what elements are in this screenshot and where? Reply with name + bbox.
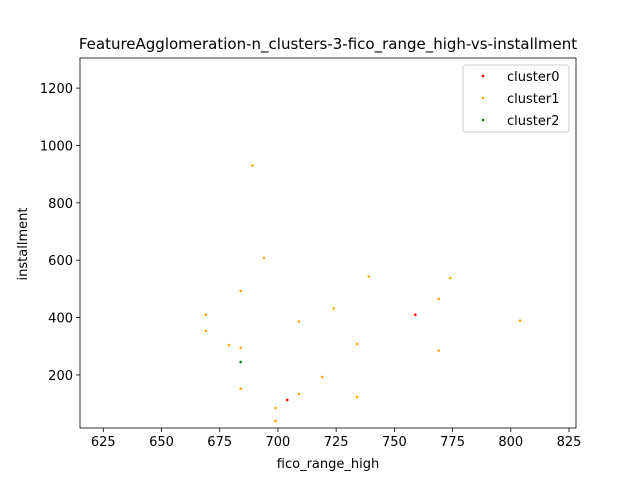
y-tick-label: 1200: [40, 82, 73, 97]
x-tick-label: 675: [207, 435, 232, 450]
point-cluster1: [518, 319, 522, 323]
legend-marker-cluster2: [481, 118, 485, 122]
point-cluster1: [239, 289, 242, 293]
legend-box: [462, 64, 570, 133]
point-cluster1: [227, 343, 231, 347]
point-cluster1: [437, 297, 440, 301]
y-tick-label: 400: [48, 312, 73, 327]
point-cluster1: [274, 419, 277, 423]
point-cluster1: [448, 276, 452, 280]
x-tick-label: 750: [382, 435, 407, 450]
point-cluster1: [204, 329, 208, 333]
point-cluster1: [297, 320, 301, 323]
chart-title: FeatureAgglomeration-n_clusters-3-fico_r…: [79, 35, 577, 54]
legend: cluster0 cluster1 cluster2: [462, 64, 570, 133]
x-tick-label: 775: [440, 435, 465, 450]
point-cluster1: [251, 164, 254, 167]
y-axis: 200 400 600 800 1000 1200: [40, 82, 80, 384]
legend-marker-cluster1: [481, 96, 485, 100]
y-axis-label: installment: [16, 208, 31, 281]
y-tick-label: 600: [48, 254, 73, 269]
plot-area: [79, 57, 577, 429]
x-axis: 625 650 675 700 725 750 775 800 825: [91, 428, 582, 450]
plot-frame: [79, 57, 577, 429]
legend-label-cluster2: cluster2: [507, 114, 559, 129]
x-tick-label: 700: [266, 435, 291, 450]
y-tick-label: 800: [48, 197, 73, 212]
point-cluster1: [239, 387, 242, 391]
point-cluster1: [297, 392, 301, 396]
y-tick-label: 1000: [40, 139, 73, 154]
x-tick-label: 825: [557, 435, 582, 450]
point-cluster1: [437, 349, 440, 352]
point-cluster1: [239, 346, 242, 349]
y-tick-label: 200: [48, 369, 73, 384]
point-cluster2: [239, 360, 242, 364]
legend-label-cluster0: cluster0: [507, 70, 559, 85]
point-cluster1: [355, 395, 359, 399]
point-cluster1: [204, 313, 208, 317]
x-tick-label: 650: [149, 435, 174, 450]
legend-label-cluster1: cluster1: [507, 92, 559, 107]
point-cluster1: [320, 375, 324, 379]
point-cluster1: [367, 275, 371, 278]
point-cluster1: [274, 406, 277, 410]
point-cluster0: [285, 398, 289, 402]
data-points: [204, 164, 522, 423]
x-tick-label: 725: [324, 435, 349, 450]
x-axis-label: fico_range_high: [277, 457, 379, 472]
point-cluster1: [355, 342, 359, 346]
x-tick-label: 800: [498, 435, 523, 450]
point-cluster0: [414, 313, 417, 317]
legend-marker-cluster0: [481, 74, 485, 78]
x-tick-label: 625: [91, 435, 116, 450]
point-cluster1: [332, 307, 336, 310]
point-cluster1: [262, 256, 266, 260]
